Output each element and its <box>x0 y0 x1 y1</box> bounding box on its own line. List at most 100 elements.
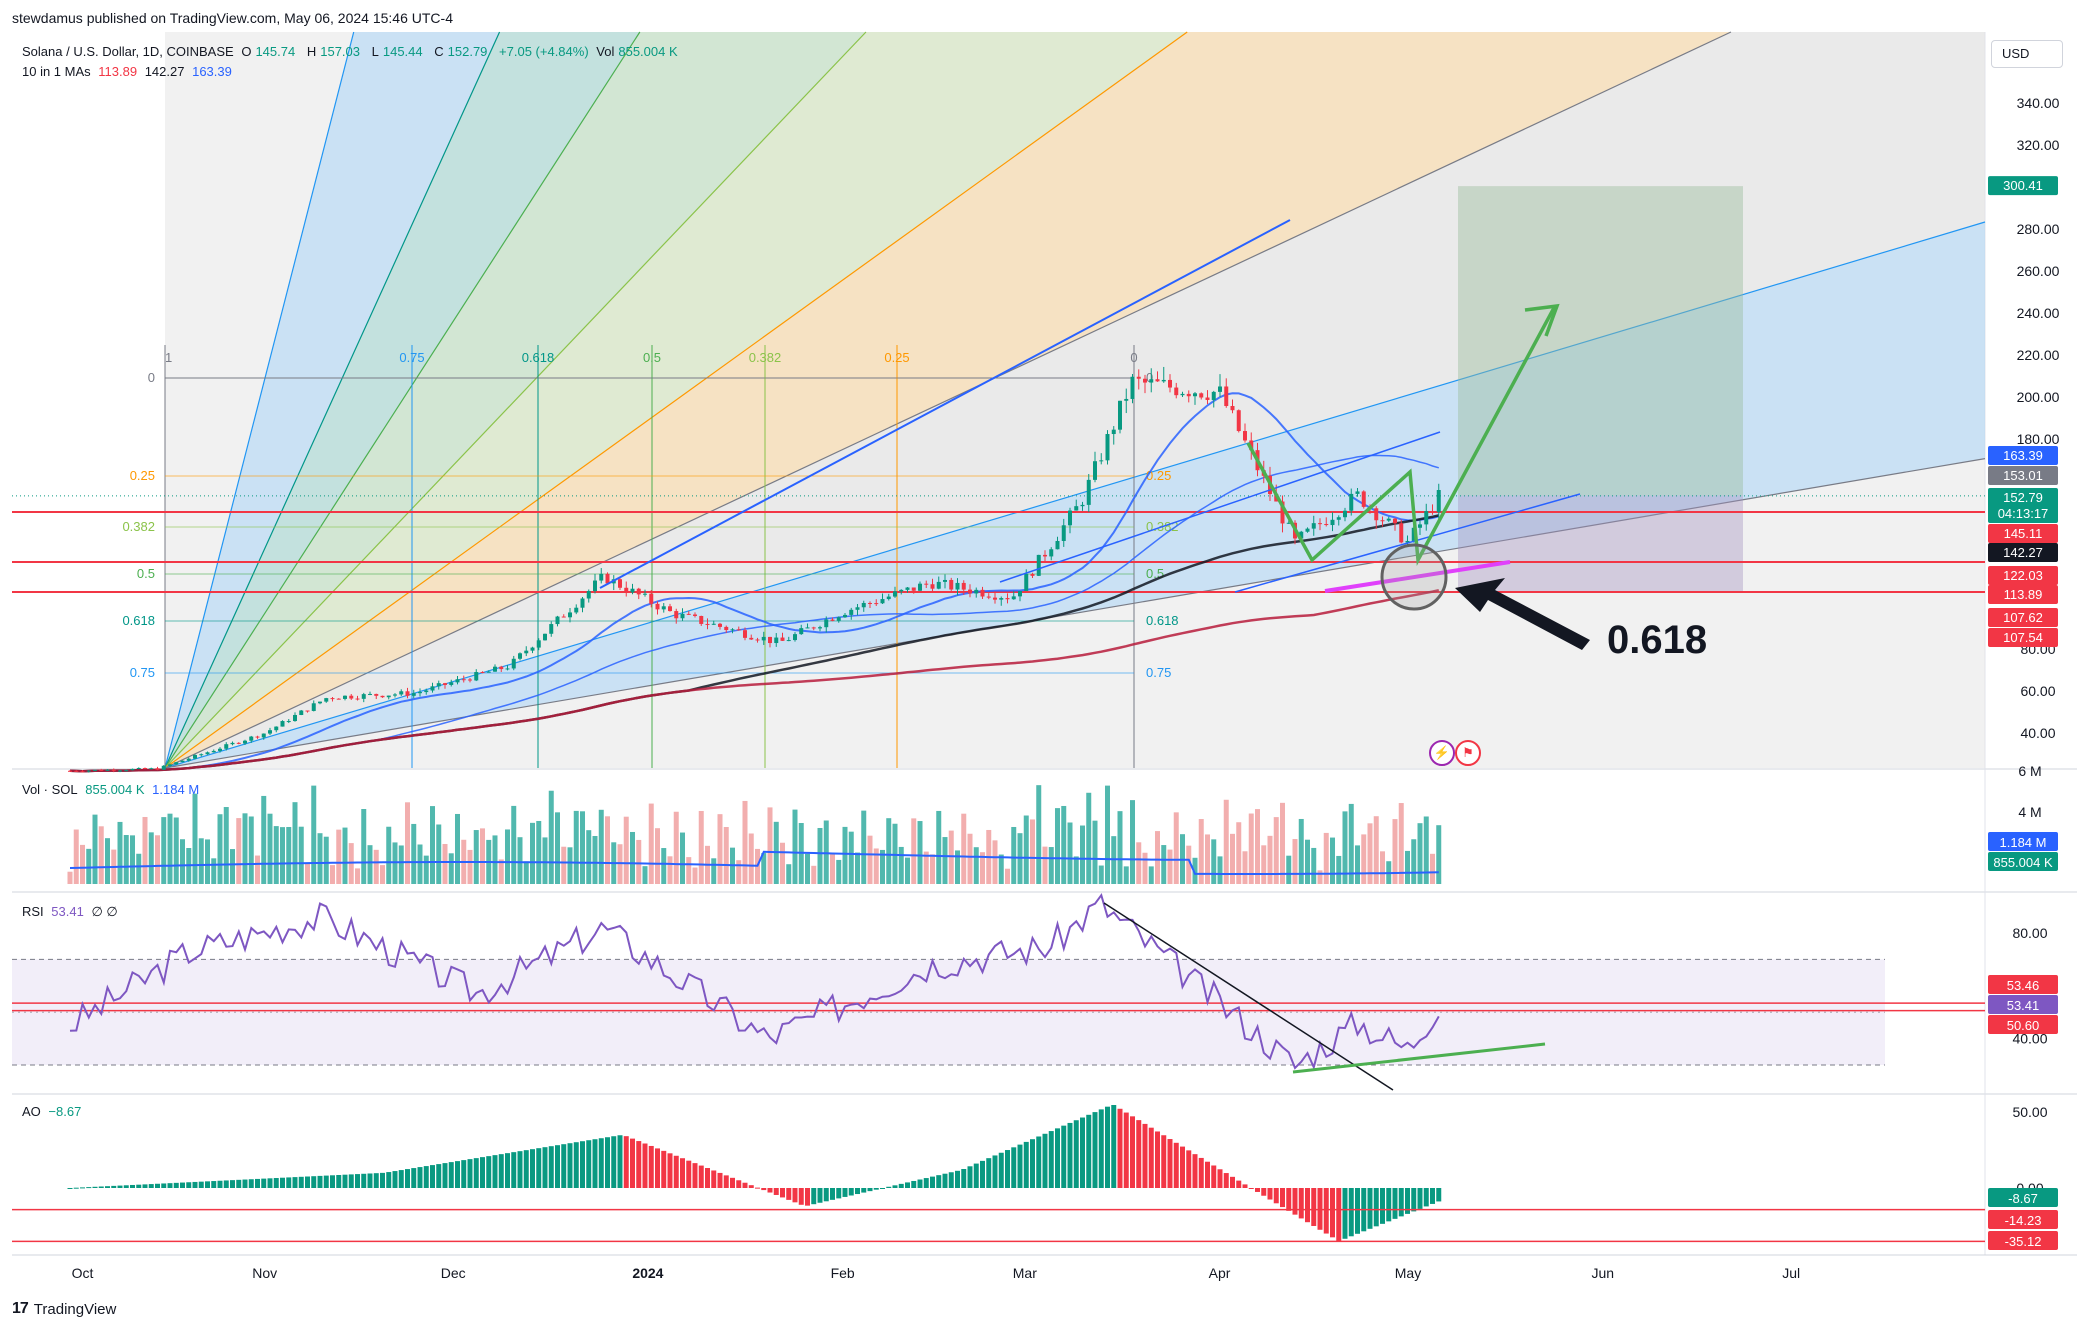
volume-bar <box>317 833 323 884</box>
volume-bar <box>811 865 817 884</box>
candle-body <box>586 590 591 599</box>
candle-body <box>1299 531 1304 539</box>
price-axis-tick: 200.00 <box>2017 389 2060 405</box>
candle-body <box>893 591 897 597</box>
ao-bar <box>973 1163 979 1188</box>
footer-brand[interactable]: TradingView <box>33 1300 117 1318</box>
us-flag-icon[interactable]: ⚑ <box>1455 740 1481 766</box>
ao-bar <box>1017 1144 1023 1188</box>
volume-badge-text: 1.184 M <box>2000 835 2047 850</box>
candle-body <box>1280 501 1285 524</box>
ao-bar <box>748 1185 754 1188</box>
volume-bar <box>411 823 417 884</box>
candle-body <box>224 744 229 749</box>
volume-bar <box>1136 842 1142 884</box>
volume-bar <box>1211 839 1217 884</box>
volume-legend[interactable]: Vol · SOL 855.004 K 1.184 M <box>22 782 203 797</box>
ao-bar <box>867 1188 873 1192</box>
ao-bar <box>998 1152 1004 1188</box>
volume-bar <box>511 805 517 884</box>
candle-body <box>1055 540 1060 550</box>
candle-body <box>305 710 310 712</box>
ao-bar <box>848 1188 854 1196</box>
volume-bar <box>1036 785 1042 884</box>
volume-bar <box>548 790 554 884</box>
rsi-badge-text: 53.46 <box>2007 978 2040 993</box>
ao-bar <box>498 1154 504 1188</box>
candle-body <box>736 629 741 631</box>
candle-body <box>261 733 266 738</box>
volume-bar <box>405 802 410 884</box>
ao-bar <box>780 1188 785 1198</box>
candle-body <box>868 602 872 604</box>
volume-bar <box>855 852 860 884</box>
ao-bar <box>211 1181 217 1188</box>
rsi-legend[interactable]: RSI 53.41 ∅ ∅ <box>22 904 122 920</box>
volume-bar <box>748 833 754 884</box>
volume-bar <box>1155 831 1160 884</box>
candle-body <box>749 637 754 640</box>
candle-body <box>268 730 272 734</box>
ao-bar <box>1423 1188 1429 1207</box>
ao-bar <box>1048 1131 1054 1188</box>
candle-body <box>124 770 129 772</box>
candle-body <box>555 616 560 625</box>
ma-legend[interactable]: 10 in 1 MAs 113.89 142.27 163.39 <box>22 64 236 79</box>
events-icon[interactable]: ⚡ <box>1429 740 1455 766</box>
volume-bar <box>417 844 423 884</box>
candle-body <box>968 589 972 594</box>
time-axis-label: 2024 <box>632 1265 663 1281</box>
rsi-badge-text: 50.60 <box>2007 1018 2040 1033</box>
ao-bar <box>1211 1165 1217 1188</box>
volume-bar <box>223 807 229 884</box>
ao-bar <box>142 1184 148 1188</box>
ao-bar <box>1080 1117 1085 1188</box>
ao-bar <box>611 1136 617 1188</box>
volume-bar <box>1061 805 1067 884</box>
candle-body <box>818 627 822 629</box>
candle-body <box>605 573 610 584</box>
ao-bar <box>573 1142 579 1188</box>
candle-body <box>1018 590 1022 597</box>
ao-bar <box>117 1185 123 1188</box>
candle-body <box>949 579 954 590</box>
candle-body <box>68 770 72 772</box>
ao-bar <box>1130 1116 1135 1188</box>
volume-bar <box>248 816 254 884</box>
candle-body <box>205 752 210 755</box>
fib-left-label: 0.5 <box>137 566 155 581</box>
time-axis-label: Jul <box>1782 1265 1800 1281</box>
volume-bar <box>1005 868 1010 884</box>
time-axis-label: Feb <box>831 1265 855 1281</box>
fib-top-label: 0.75 <box>399 350 424 365</box>
ao-legend[interactable]: AO −8.67 <box>22 1104 85 1119</box>
volume-bar <box>523 861 529 884</box>
candle-body <box>1149 379 1154 383</box>
volume-bar <box>648 803 654 884</box>
price-axis-tick: 280.00 <box>2017 221 2060 237</box>
price-badge <box>1988 566 2058 585</box>
candle-body <box>218 748 222 751</box>
ao-bar <box>536 1148 542 1188</box>
candle-body <box>99 769 104 771</box>
volume-bar <box>555 812 560 884</box>
ao-bar <box>617 1135 623 1188</box>
fib-right-label: 0.75 <box>1146 665 1171 680</box>
ao-bar <box>298 1176 304 1188</box>
ao-bar <box>1336 1188 1342 1242</box>
ao-bar <box>817 1188 823 1203</box>
volume-bar <box>1417 823 1423 884</box>
symbol-name[interactable]: Solana / U.S. Dollar, 1D, COINBASE <box>22 44 234 59</box>
candle-body <box>849 609 854 615</box>
volume-bar <box>1123 866 1129 884</box>
ao-bar <box>1411 1188 1417 1212</box>
vol-label: Vol <box>596 44 615 59</box>
ao-badge <box>1988 1231 2058 1250</box>
candle-body <box>1343 510 1347 518</box>
price-badge-text: 300.41 <box>2003 178 2043 193</box>
currency-selector[interactable]: USD <box>1991 40 2063 68</box>
volume-bar <box>255 855 260 884</box>
price-badge-text: 122.03 <box>2003 568 2043 583</box>
candle-body <box>324 698 329 702</box>
volume-bar <box>542 837 548 884</box>
